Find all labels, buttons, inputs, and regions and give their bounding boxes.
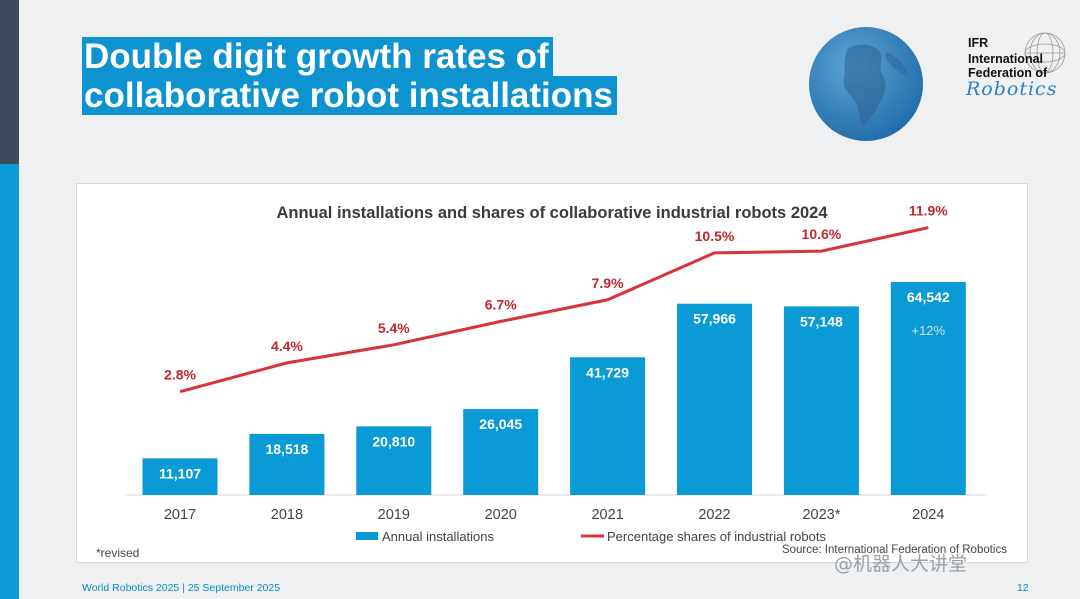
logo-text-ifr: IFR: [968, 36, 989, 50]
bar-2018: [249, 433, 325, 495]
chart-source: Source: International Federation of Robo…: [781, 544, 1007, 556]
logo-text-international: International: [968, 52, 1044, 66]
x-tick-label: 2018: [271, 507, 303, 523]
x-tick-label: 2021: [591, 507, 623, 523]
logo-text-federation: Federation of: [968, 66, 1048, 80]
bar-2019: [356, 426, 432, 495]
bar-2022: [677, 303, 752, 495]
bar-2020: [463, 409, 539, 495]
footer-text: World Robotics 2025 | 25 September 2025: [82, 582, 281, 594]
logo-text-robotics: Robotics: [966, 78, 1058, 100]
share-point-label: 2.8%: [164, 367, 196, 383]
chart-panel: Annual installations and shares of colla…: [76, 183, 1028, 563]
globe-icon: [809, 27, 923, 141]
growth-annotation: +12%: [911, 323, 945, 338]
bar-value-label: 57,966: [693, 311, 736, 327]
slide-title-line-1: Double digit growth rates of: [82, 37, 553, 76]
share-point-label: 4.4%: [271, 338, 303, 354]
x-tick-label: 2017: [164, 507, 196, 523]
bar-value-label: 11,107: [159, 465, 201, 481]
revised-footnote: *revised: [96, 546, 140, 560]
x-tick-label: 2019: [378, 507, 410, 523]
bar-2024: [890, 282, 966, 495]
share-point-label: 10.6%: [802, 226, 842, 242]
watermark: @机器人大讲堂: [834, 553, 968, 575]
bar-value-label: 64,542: [907, 289, 950, 305]
bar-2023: [783, 306, 859, 495]
bar-2021: [570, 357, 646, 495]
bar-value-label: 20,810: [372, 433, 415, 449]
x-tick-label: 2022: [698, 507, 730, 523]
left-accent-bar-dark: [0, 0, 19, 164]
bar-value-label: 57,148: [800, 313, 843, 329]
legend-label-installations: Annual installations: [382, 529, 495, 544]
bar-value-label: 41,729: [586, 364, 629, 380]
page-number: 12: [1017, 582, 1029, 594]
bar-value-label: 18,518: [265, 441, 308, 457]
x-tick-label: 2020: [485, 507, 517, 523]
legend-label-share: Percentage shares of industrial robots: [607, 529, 826, 544]
share-point-label: 10.5%: [695, 228, 735, 244]
ifr-logo: IFR International Federation of Robotics: [962, 28, 1072, 108]
x-tick-label: 2023*: [802, 507, 840, 523]
share-point-label: 6.7%: [485, 296, 517, 312]
bar-2017: [142, 458, 218, 495]
legend-swatch-installations: [356, 532, 378, 540]
chart-title: Annual installations and shares of colla…: [276, 204, 828, 222]
share-point-label: 5.4%: [378, 320, 410, 336]
x-tick-label: 2024: [912, 507, 944, 523]
wireframe-globe-icon: [1024, 32, 1066, 74]
share-line: [179, 226, 929, 394]
bar-value-label: 26,045: [479, 416, 522, 432]
slide-title-line-2: collaborative robot installations: [82, 76, 617, 115]
left-accent-bar-blue: [0, 164, 19, 599]
chart-canvas: 11,107 2017 18,518 2018 20,810 2019 26,045 2020…: [125, 203, 987, 544]
share-point-label: 11.9%: [909, 203, 948, 219]
share-point-label: 7.9%: [592, 275, 624, 291]
